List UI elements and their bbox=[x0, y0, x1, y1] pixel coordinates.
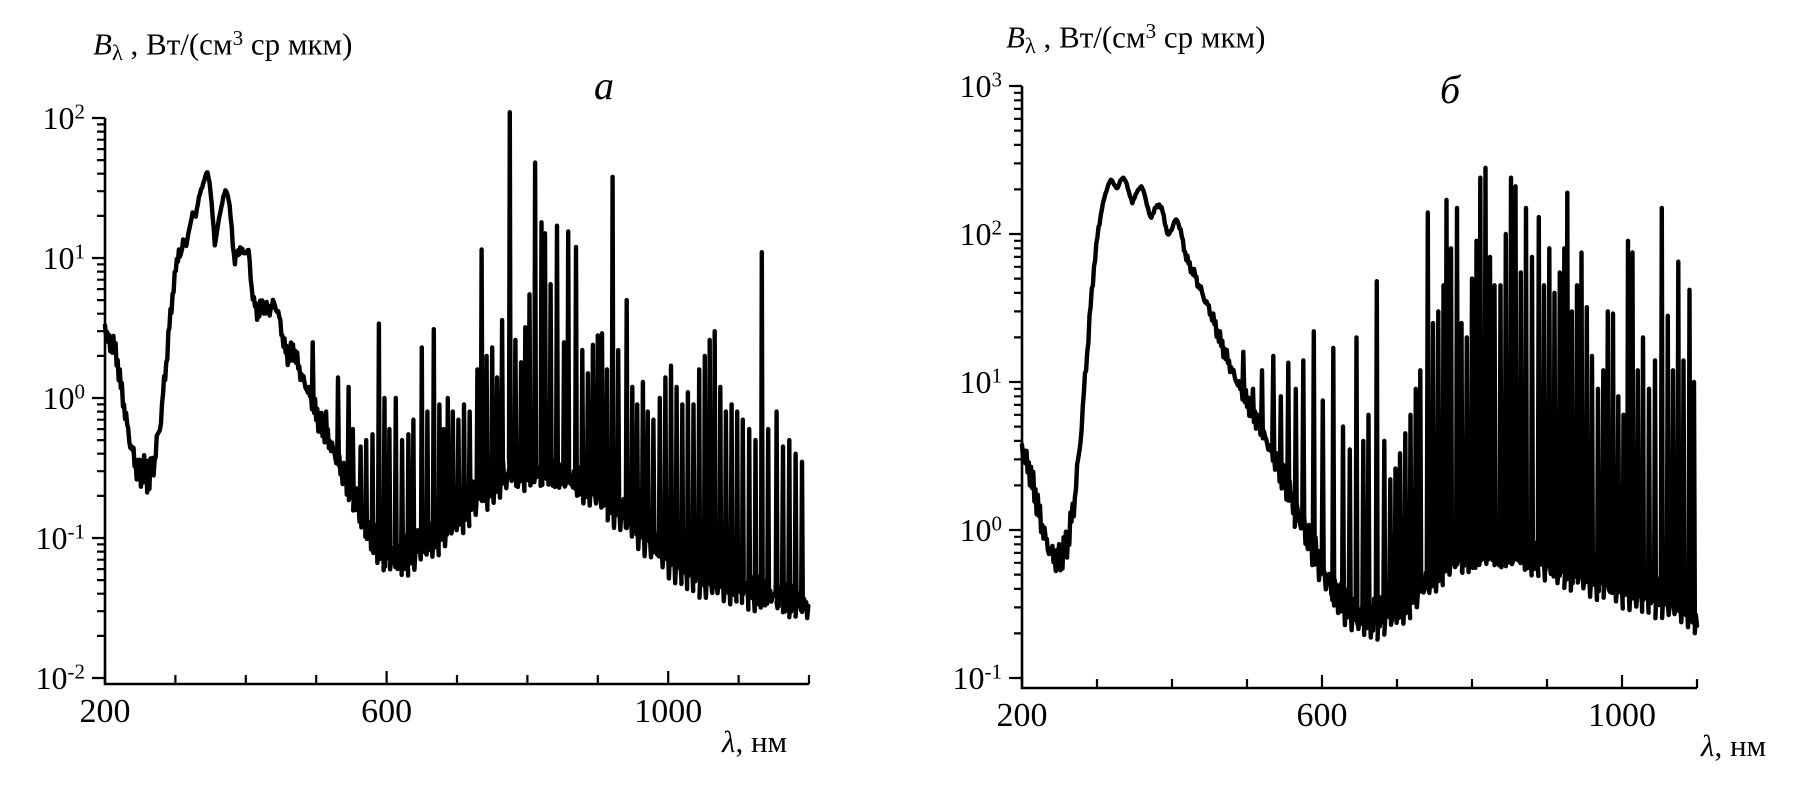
y-title-symbol-a: B bbox=[93, 26, 112, 62]
y-title-symbol-b: B bbox=[1006, 19, 1025, 55]
x-title-rest-a: , нм bbox=[735, 724, 788, 759]
y-title-unit-post-a: ср мкм) bbox=[243, 26, 353, 62]
chart-panel-b bbox=[1009, 84, 1700, 690]
y-title-unit-pre-a: , Вт/(см bbox=[122, 26, 233, 62]
y-title-unit-pre-b: , Вт/(см bbox=[1035, 19, 1146, 55]
y-title-unit-sup-b: 3 bbox=[1145, 19, 1157, 43]
y-title-subscript-a: λ bbox=[111, 40, 123, 66]
panel-letter-b: б bbox=[1440, 67, 1461, 112]
x-title-rest-b: , нм bbox=[1714, 728, 1767, 763]
x-title-symbol-a: λ bbox=[722, 724, 736, 759]
x-title-symbol-b: λ bbox=[1701, 728, 1715, 763]
spectrum-curve-a bbox=[102, 110, 811, 621]
chart-panel-a bbox=[92, 110, 811, 686]
x-axis-title-b: λ, нм bbox=[1701, 728, 1766, 764]
panel-letter-a: a bbox=[594, 63, 614, 108]
y-title-subscript-b: λ bbox=[1024, 33, 1036, 59]
y-axis-title-a: Bλ , Вт/(см3 ср мкм) bbox=[93, 26, 353, 66]
x-axis-title-a: λ, нм bbox=[722, 724, 787, 760]
y-title-unit-post-b: ср мкм) bbox=[1156, 19, 1266, 55]
y-axis-title-b: Bλ , Вт/(см3 ср мкм) bbox=[1006, 19, 1266, 59]
axis-ticks-a bbox=[92, 116, 811, 684]
axis-ticks-b bbox=[1009, 84, 1699, 688]
y-title-unit-sup-a: 3 bbox=[232, 26, 244, 50]
spectrum-curve-b bbox=[1019, 165, 1700, 642]
